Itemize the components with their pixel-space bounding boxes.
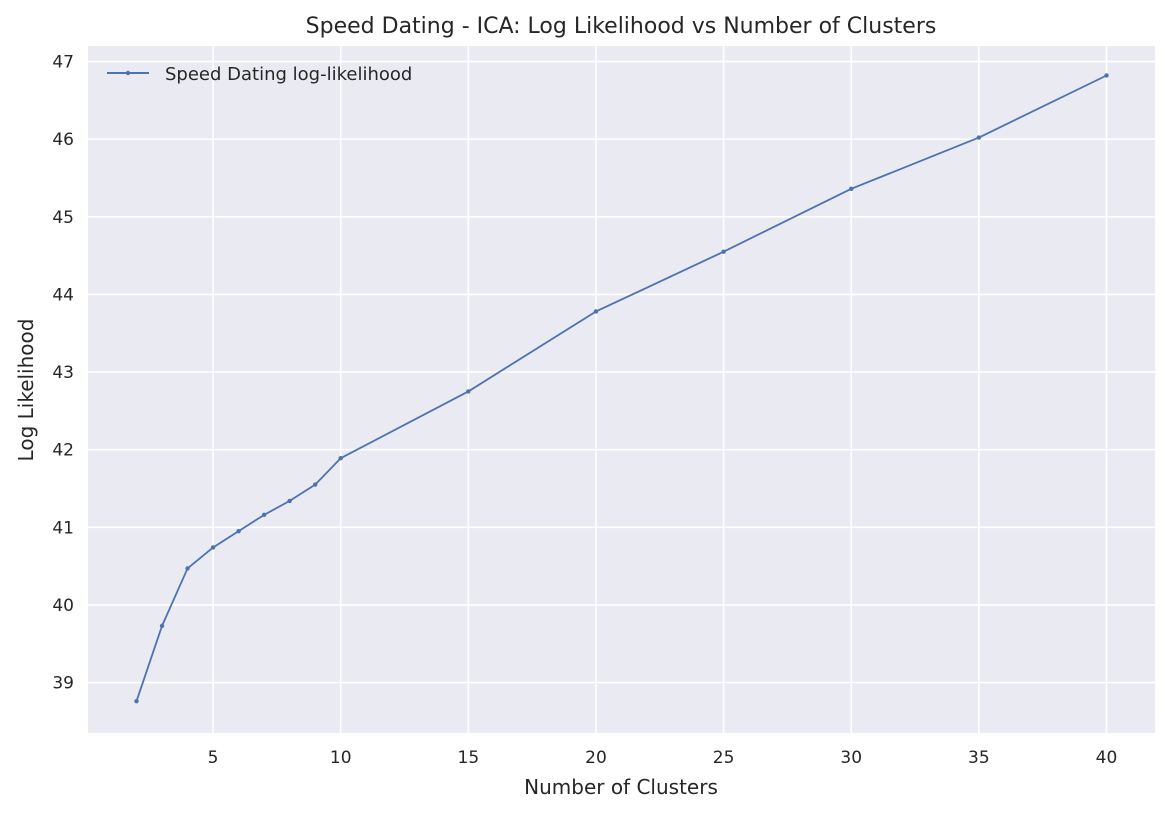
x-tick-label: 10 [330, 748, 352, 768]
y-tick-label: 41 [52, 518, 74, 538]
x-tick-label: 20 [585, 748, 607, 768]
data-point [1104, 73, 1109, 78]
y-axis-label: Log Likelihood [14, 319, 38, 462]
legend-marker-swatch [125, 70, 131, 76]
data-point [261, 512, 267, 518]
y-tick-label: 39 [52, 674, 74, 694]
data-point [849, 186, 854, 192]
data-point [159, 623, 165, 629]
plot-area [88, 46, 1155, 733]
y-tick-label: 40 [52, 596, 74, 616]
y-tick-label: 43 [52, 363, 74, 383]
x-axis-label: Number of Clusters [524, 775, 718, 799]
data-point [236, 528, 241, 534]
grid [88, 46, 1155, 733]
y-tick-label: 46 [52, 130, 74, 150]
y-tick-label: 44 [52, 285, 74, 305]
data-point [466, 389, 471, 394]
x-tick-label: 5 [208, 748, 219, 768]
x-tick-label: 35 [968, 748, 990, 768]
data-point [185, 566, 190, 571]
data-point [210, 545, 216, 550]
data-point [976, 135, 982, 140]
x-tick-label: 40 [1096, 748, 1118, 768]
data-point [593, 309, 599, 314]
legend-label: Speed Dating log-likelihood [165, 64, 412, 85]
data-point [312, 482, 318, 487]
x-axis-ticks: 5 10 15 20 25 30 35 40 [208, 748, 1118, 768]
y-tick-label: 45 [52, 208, 74, 228]
y-axis-ticks: 39 40 41 42 43 44 45 46 47 [52, 53, 74, 694]
y-tick-label: 47 [52, 53, 74, 73]
legend: Speed Dating log-likelihood [107, 64, 412, 85]
x-tick-label: 15 [458, 748, 480, 768]
data-point [287, 498, 292, 504]
x-tick-label: 25 [713, 748, 735, 768]
y-tick-label: 42 [52, 441, 74, 461]
chart-title: Speed Dating - ICA: Log Likelihood vs Nu… [306, 14, 937, 39]
x-tick-label: 30 [840, 748, 862, 768]
data-point [134, 698, 139, 704]
data-point [721, 249, 726, 254]
series-layer [134, 73, 1109, 704]
data-point [338, 456, 343, 461]
